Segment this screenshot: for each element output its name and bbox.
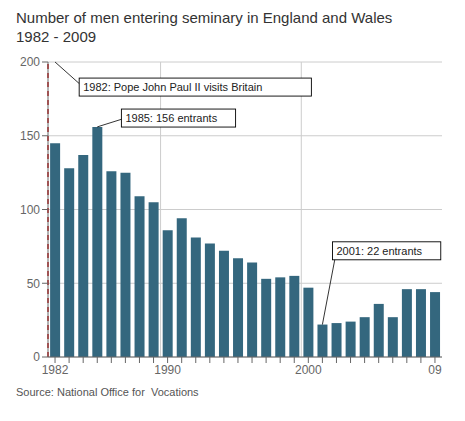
svg-text:100: 100 [20, 203, 40, 217]
svg-text:1985: 156 entrants: 1985: 156 entrants [125, 112, 217, 124]
svg-text:1982: Pope John Paul II visits: 1982: Pope John Paul II visits Britain [83, 81, 262, 93]
svg-text:2000: 2000 [295, 363, 322, 377]
svg-text:1982: 1982 [42, 363, 69, 377]
svg-text:50: 50 [27, 277, 41, 291]
svg-text:150: 150 [20, 129, 40, 143]
html-text:1982 - 2009: 1982 - 2009 [16, 28, 97, 45]
svg-text:09: 09 [428, 363, 442, 377]
svg-text:2001: 22 entrants: 2001: 22 entrants [336, 245, 422, 257]
html-text:Source: National Office for Vo: Source: National Office for Vocations [16, 386, 199, 398]
svg-text:1990: 1990 [154, 363, 181, 377]
html-text:Number of men entering seminar: Number of men entering seminary in Engla… [16, 9, 393, 26]
svg-text:0: 0 [33, 350, 40, 364]
svg-text:200: 200 [20, 55, 40, 69]
